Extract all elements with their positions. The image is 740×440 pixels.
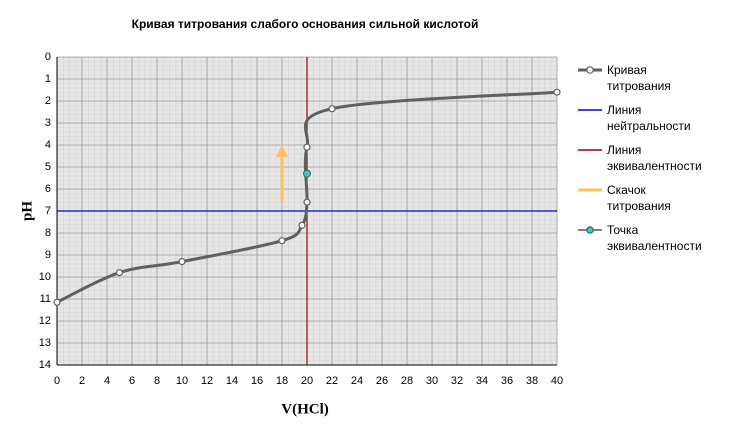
x-tick-label: 26 <box>376 375 388 387</box>
x-tick-label: 30 <box>426 375 438 387</box>
x-tick-label: 4 <box>104 375 110 387</box>
y-tick-label: 0 <box>45 51 51 63</box>
curve-marker <box>53 298 61 306</box>
jump-arrowhead <box>276 145 288 157</box>
x-tick-label: 16 <box>251 375 263 387</box>
y-tick-label: 4 <box>45 139 51 151</box>
curve-marker <box>303 143 311 151</box>
x-tick-label: 10 <box>176 375 188 387</box>
equivalence-point <box>303 169 311 178</box>
y-tick-label: 1 <box>45 73 51 85</box>
legend-label: Линия эквивалентности <box>607 143 702 173</box>
legend-marker <box>586 226 594 234</box>
x-tick-label: 0 <box>54 375 60 387</box>
x-tick-label: 18 <box>276 375 288 387</box>
curve-marker <box>298 221 306 229</box>
legend-marker <box>586 66 594 74</box>
x-tick-label: 36 <box>501 375 513 387</box>
x-tick-label: 2 <box>79 375 85 387</box>
curve-marker <box>303 198 311 206</box>
y-tick-label: 11 <box>40 293 51 305</box>
titration-curve <box>56 90 558 304</box>
y-tick-label: 6 <box>45 183 51 195</box>
y-axis-label: pH <box>19 201 35 221</box>
legend-label: Линия нейтральности <box>607 103 691 133</box>
legend-label: Точка эквивалентности <box>607 223 702 253</box>
y-tick-label: 5 <box>45 161 51 173</box>
y-tick-label: 14 <box>39 359 51 371</box>
x-tick-label: 38 <box>526 375 538 387</box>
y-tick-label: 10 <box>39 271 51 283</box>
x-tick-label: 40 <box>551 375 563 387</box>
x-tick-label: 28 <box>401 375 413 387</box>
curve-marker <box>115 269 124 277</box>
chart-title: Кривая титрования слабого основания силь… <box>132 17 479 31</box>
x-tick-label: 20 <box>301 375 313 387</box>
y-tick-label: 13 <box>39 337 51 349</box>
x-tick-label: 12 <box>201 375 213 387</box>
y-tick-label: 7 <box>45 205 51 217</box>
curve-marker <box>328 105 336 113</box>
legend-label: Скачок титрования <box>607 183 671 213</box>
y-tick-label: 8 <box>45 227 51 239</box>
x-tick-label: 6 <box>129 375 135 387</box>
y-tick-label: 9 <box>45 249 51 261</box>
y-tick-label: 3 <box>45 117 51 129</box>
curve-marker <box>553 88 561 96</box>
x-tick-label: 14 <box>226 375 238 387</box>
curve-marker <box>178 258 186 266</box>
y-tick-label: 12 <box>39 315 51 327</box>
curve-marker <box>278 237 286 245</box>
x-tick-label: 22 <box>326 375 338 387</box>
y-tick-label: 2 <box>45 95 51 107</box>
legend-label: Кривая титрования <box>607 63 671 93</box>
x-tick-label: 32 <box>451 375 463 387</box>
x-tick-label: 34 <box>476 375 488 387</box>
x-tick-label: 24 <box>351 375 363 387</box>
x-axis-label: V(HCl) <box>281 401 329 417</box>
x-tick-label: 8 <box>154 375 160 387</box>
